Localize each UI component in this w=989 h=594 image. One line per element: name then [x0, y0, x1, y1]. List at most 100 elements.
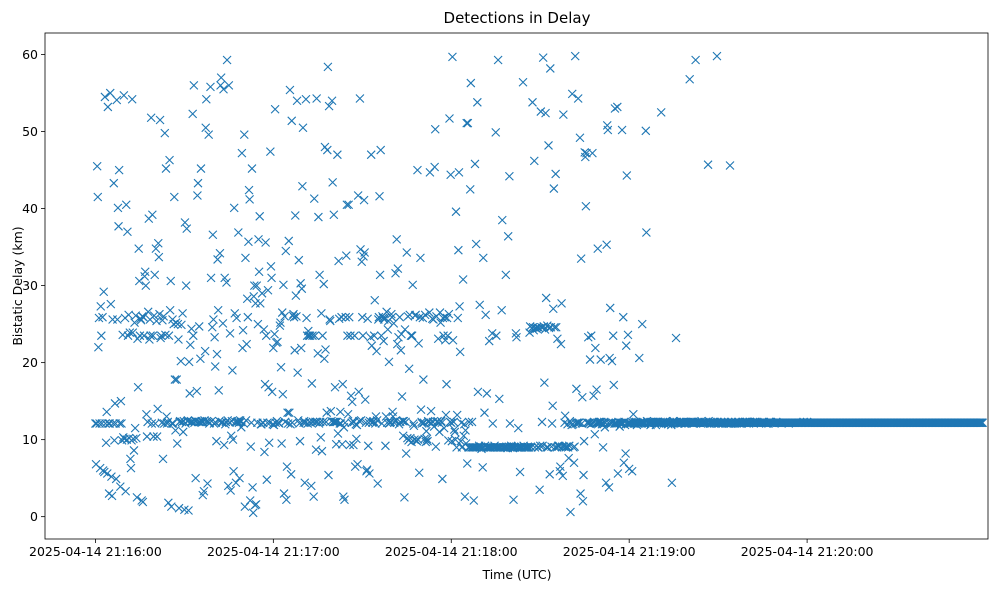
data-point-marker [421, 426, 431, 436]
data-point-marker [493, 55, 503, 65]
data-point-marker [547, 419, 557, 428]
data-point-marker [115, 419, 125, 428]
data-point-marker [602, 240, 612, 250]
data-point-marker [229, 203, 239, 213]
data-point-marker [471, 239, 481, 249]
data-point-marker [712, 51, 722, 61]
data-point-marker [424, 308, 434, 317]
x-tick-label: 2025-04-14 21:19:00 [563, 544, 696, 559]
y-tick-label: 60 [22, 47, 38, 62]
data-point-marker [212, 349, 222, 359]
data-point-marker [260, 447, 269, 457]
data-point-marker [280, 417, 290, 427]
data-point-marker [420, 310, 430, 320]
y-tick-label: 50 [22, 124, 38, 139]
data-point-marker [462, 118, 472, 128]
data-point-marker [392, 339, 402, 349]
data-point-marker [292, 96, 302, 106]
data-point-marker [437, 418, 447, 428]
data-point-marker [203, 479, 212, 488]
data-point-marker [607, 356, 617, 366]
data-point-marker [230, 308, 240, 318]
data-point-marker [475, 300, 485, 310]
data-point-marker [252, 281, 262, 291]
data-point-marker [154, 252, 164, 262]
data-point-marker [395, 312, 405, 322]
data-point-marker [155, 115, 165, 125]
y-tick-label: 0 [30, 509, 38, 524]
data-point-marker [366, 150, 376, 160]
data-point-marker [360, 248, 370, 257]
data-point-marker [232, 313, 241, 323]
y-tick-label: 40 [22, 201, 38, 216]
data-point-marker [153, 238, 163, 248]
data-point-marker [139, 331, 149, 341]
data-point-marker [433, 334, 443, 344]
data-point-marker [482, 389, 492, 398]
data-point-marker [573, 94, 583, 103]
data-point-marker [287, 418, 297, 428]
x-axis-label: Time (UTC) [481, 567, 551, 582]
data-point-marker [282, 462, 292, 471]
data-point-marker [210, 332, 220, 342]
data-point-marker [344, 200, 354, 210]
data-point-marker [398, 416, 408, 426]
data-point-marker [178, 427, 188, 437]
data-point-marker [166, 502, 176, 512]
data-point-marker [273, 337, 282, 347]
data-point-marker [333, 150, 342, 160]
data-point-marker [323, 62, 333, 72]
data-point-marker [497, 215, 507, 225]
data-point-marker [155, 309, 164, 319]
data-point-marker [128, 434, 138, 444]
data-point-marker [181, 281, 191, 291]
data-point-marker [418, 375, 428, 384]
data-point-marker [354, 416, 364, 426]
data-point-marker [627, 466, 637, 476]
data-point-marker [386, 309, 396, 319]
data-point-marker [188, 109, 198, 119]
data-point-marker [484, 336, 494, 346]
data-point-marker [125, 328, 135, 337]
data-point-marker [130, 423, 140, 433]
data-point-marker [168, 419, 178, 428]
data-point-marker [430, 124, 440, 134]
data-point-marker [133, 382, 143, 392]
data-point-marker [324, 470, 333, 480]
data-point-marker [105, 88, 115, 98]
plot-frame [44, 32, 989, 540]
data-point-marker [315, 270, 324, 280]
data-point-marker [610, 104, 620, 113]
data-point-marker [241, 416, 251, 425]
data-point-marker [178, 308, 187, 318]
data-point-marker [460, 492, 470, 502]
data-point-marker [544, 141, 553, 150]
data-point-marker [436, 416, 446, 426]
data-point-marker [416, 405, 426, 415]
data-point-marker [110, 436, 119, 445]
data-point-marker [551, 169, 561, 179]
y-axis-ticks: 0 10 20 30 40 50 60 [22, 47, 45, 524]
data-point-marker [604, 483, 614, 492]
data-point-marker [350, 331, 359, 341]
data-point-marker [548, 304, 558, 314]
data-point-marker [381, 441, 390, 451]
data-point-marker [285, 85, 295, 95]
data-point-marker [480, 408, 489, 418]
data-point-marker [228, 435, 238, 445]
data-point-marker [497, 305, 507, 315]
data-point-marker [375, 270, 385, 280]
data-point-marker [152, 432, 162, 441]
data-point-marker [671, 333, 681, 343]
data-point-marker [289, 312, 299, 322]
data-point-marker [212, 436, 221, 446]
data-point-marker [375, 191, 384, 201]
data-point-marker [180, 218, 190, 227]
data-point-marker [370, 295, 380, 305]
data-point-marker [509, 495, 518, 505]
data-point-marker [99, 467, 109, 477]
data-point-marker [325, 315, 335, 324]
data-point-marker [598, 442, 608, 452]
